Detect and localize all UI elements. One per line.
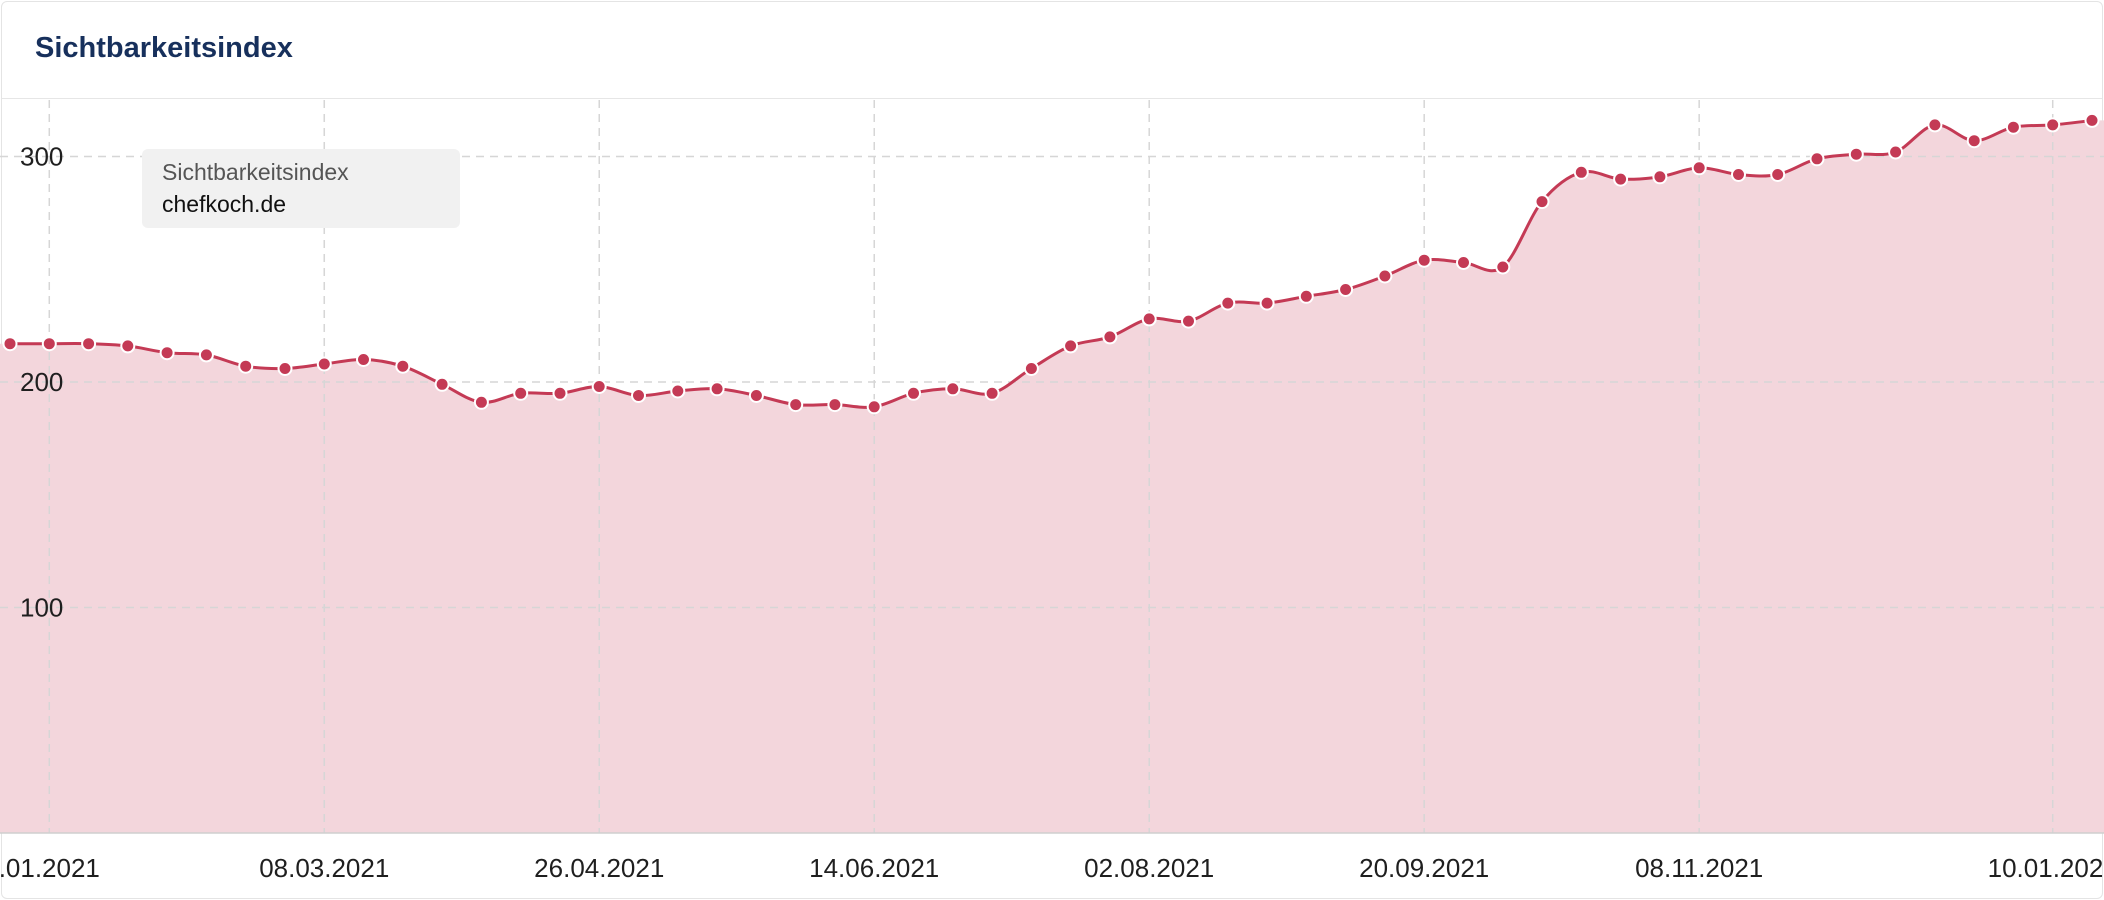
data-point[interactable] <box>945 381 961 397</box>
data-point[interactable] <box>1770 167 1786 182</box>
data-point[interactable] <box>81 336 97 352</box>
x-tick-label: 26.04.2021 <box>534 853 664 883</box>
y-tick-label: 200 <box>20 367 63 397</box>
data-point[interactable] <box>316 356 332 372</box>
data-point[interactable] <box>120 338 136 354</box>
x-tick-label: .01.2021 <box>0 853 100 883</box>
data-point[interactable] <box>591 379 607 394</box>
chart-title: Sichtbarkeitsindex <box>35 32 293 64</box>
data-point[interactable] <box>748 388 764 403</box>
data-point[interactable] <box>1888 144 1904 160</box>
data-point[interactable] <box>238 358 254 374</box>
data-point[interactable] <box>2 336 18 352</box>
y-axis-ticks: 100 200 300 <box>20 142 63 623</box>
data-point[interactable] <box>1181 313 1196 329</box>
x-tick-label: 08.11.2021 <box>1635 853 1763 883</box>
x-tick-label: 14.06.2021 <box>809 853 939 883</box>
data-point[interactable] <box>1534 194 1550 210</box>
data-point[interactable] <box>788 397 804 413</box>
data-point[interactable] <box>670 383 686 399</box>
data-point[interactable] <box>1966 133 1982 149</box>
data-point[interactable] <box>552 385 568 401</box>
data-point[interactable] <box>2084 112 2100 128</box>
data-point[interactable] <box>395 358 411 374</box>
data-point[interactable] <box>1377 268 1393 284</box>
data-point[interactable] <box>984 385 1000 401</box>
data-point[interactable] <box>1298 288 1314 304</box>
data-point[interactable] <box>1652 169 1668 185</box>
data-point[interactable] <box>473 394 489 410</box>
data-point[interactable] <box>1259 295 1275 311</box>
series-area <box>0 120 2104 833</box>
data-point[interactable] <box>1573 164 1589 180</box>
data-points <box>2 112 2100 415</box>
data-point[interactable] <box>631 388 646 403</box>
y-tick-label: 300 <box>20 142 63 172</box>
x-axis-ticks: .01.2021 08.03.2021 26.04.2021 14.06.2021 02… <box>0 853 2104 883</box>
data-point[interactable] <box>1416 252 1432 268</box>
data-point[interactable] <box>1102 329 1118 345</box>
data-point[interactable] <box>1338 282 1354 297</box>
data-point[interactable] <box>1220 295 1236 311</box>
data-point[interactable] <box>356 352 371 367</box>
y-tick-label: 100 <box>20 593 63 623</box>
x-tick-label: 08.03.2021 <box>259 853 389 883</box>
data-point[interactable] <box>277 361 293 376</box>
data-point[interactable] <box>906 385 921 401</box>
data-point[interactable] <box>1848 146 1864 162</box>
data-point[interactable] <box>1691 160 1707 176</box>
data-point[interactable] <box>1141 311 1157 327</box>
data-point[interactable] <box>866 399 882 415</box>
x-tick-label: 10.01.2022 <box>1988 853 2104 883</box>
data-point[interactable] <box>2005 119 2021 135</box>
data-point[interactable] <box>827 397 843 413</box>
data-point[interactable] <box>41 336 57 352</box>
card-header: Sichtbarkeitsindex <box>2 2 2102 99</box>
data-point[interactable] <box>1613 171 1629 187</box>
data-point[interactable] <box>1456 255 1471 270</box>
data-point[interactable] <box>1731 167 1746 182</box>
data-point[interactable] <box>1063 338 1079 354</box>
data-point[interactable] <box>2045 117 2061 133</box>
data-point[interactable] <box>198 347 214 363</box>
data-point[interactable] <box>1809 151 1825 167</box>
data-point[interactable] <box>1023 361 1039 376</box>
data-point[interactable] <box>1927 117 1943 133</box>
legend-box: Sichtbarkeitsindex chefkoch.de <box>142 149 460 228</box>
data-point[interactable] <box>434 376 450 392</box>
legend-series-label: chefkoch.de <box>162 191 287 217</box>
data-point[interactable] <box>513 385 529 401</box>
data-point[interactable] <box>1495 259 1511 275</box>
x-tick-label: 02.08.2021 <box>1084 853 1214 883</box>
legend-title: Sichtbarkeitsindex <box>162 159 349 185</box>
data-point[interactable] <box>709 381 725 397</box>
data-point[interactable] <box>159 345 175 361</box>
x-tick-label: 20.09.2021 <box>1359 853 1489 883</box>
